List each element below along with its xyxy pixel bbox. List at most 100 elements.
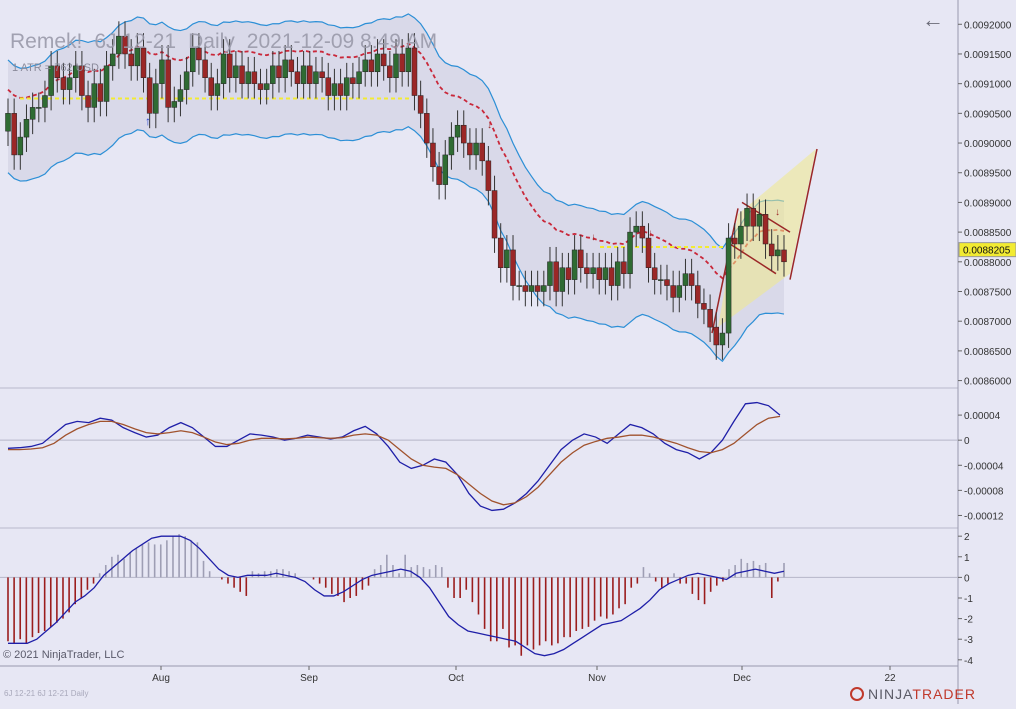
candle-body bbox=[528, 285, 535, 292]
candle-body bbox=[442, 154, 449, 185]
y-tick-label: -0.00012 bbox=[964, 511, 1004, 522]
candle-body bbox=[190, 47, 196, 73]
candle-body bbox=[497, 237, 504, 268]
candle-body bbox=[319, 71, 325, 78]
candle-body bbox=[553, 261, 559, 292]
y-tick-label: 0.0090500 bbox=[964, 109, 1012, 120]
y-tick-label: 0.0090000 bbox=[964, 139, 1012, 150]
down-arrow-marker: ↓ bbox=[487, 120, 492, 131]
x-tick-label: Dec bbox=[733, 673, 751, 684]
candle-body bbox=[356, 71, 362, 84]
candle-body bbox=[146, 77, 153, 114]
candle-body bbox=[276, 65, 282, 78]
candle-body bbox=[29, 107, 36, 120]
y-tick-label: -4 bbox=[964, 656, 973, 667]
candle-body bbox=[393, 53, 399, 78]
candle-body bbox=[313, 71, 319, 84]
candle-body bbox=[380, 53, 387, 67]
candle-body bbox=[116, 35, 122, 55]
candle-body bbox=[688, 273, 695, 286]
candle-body bbox=[362, 59, 368, 73]
candle-body bbox=[128, 53, 134, 67]
candle-body bbox=[762, 214, 769, 245]
chart-title: Remek! 6J 12-21 Daily 2021-12-09 8:49 AM bbox=[10, 30, 449, 54]
candle-body bbox=[109, 53, 116, 67]
period-label: Daily bbox=[188, 30, 235, 53]
candle-body bbox=[534, 285, 541, 292]
candle-body bbox=[263, 83, 270, 90]
copyright-text: © 2021 NinjaTrader, LLC bbox=[3, 649, 125, 661]
candle-body bbox=[17, 136, 24, 156]
candle-body bbox=[300, 65, 307, 84]
candle-body bbox=[282, 59, 288, 78]
candle-body bbox=[85, 95, 91, 108]
candle-body bbox=[103, 65, 110, 102]
candle-body bbox=[220, 53, 227, 84]
instrument-label: 6J 12-21 bbox=[94, 30, 177, 53]
candle-body bbox=[756, 214, 763, 227]
candle-body bbox=[750, 208, 756, 227]
candle-body bbox=[337, 83, 344, 96]
candle-body bbox=[516, 285, 522, 287]
candle-body bbox=[571, 249, 578, 280]
candle-body bbox=[177, 89, 184, 102]
candle-body bbox=[307, 65, 313, 84]
candle-body bbox=[719, 332, 726, 346]
account-label: Remek! bbox=[10, 30, 83, 53]
candle-body bbox=[424, 113, 430, 144]
candle-body bbox=[467, 142, 473, 156]
candle-body bbox=[731, 237, 738, 245]
y-tick-label: 0.0092000 bbox=[964, 20, 1012, 31]
candle-body bbox=[270, 65, 276, 84]
candle-body bbox=[695, 285, 701, 304]
candle-body bbox=[202, 59, 208, 78]
candle-body bbox=[196, 47, 202, 61]
y-tick-label: 0.0091000 bbox=[964, 80, 1012, 91]
candle-body bbox=[288, 59, 295, 73]
candle-body bbox=[91, 83, 97, 108]
candle-body bbox=[559, 267, 566, 292]
candle-body bbox=[251, 71, 258, 84]
last-price-label: 0.0088205 bbox=[963, 246, 1011, 257]
candle-body bbox=[738, 225, 744, 245]
candle-body bbox=[608, 267, 615, 286]
candle-body bbox=[602, 267, 609, 280]
y-tick-label: -0.00008 bbox=[964, 486, 1004, 497]
candle-body bbox=[183, 71, 190, 90]
candle-body bbox=[460, 124, 467, 144]
candle-body bbox=[331, 83, 338, 96]
candle-body bbox=[584, 267, 590, 274]
y-tick-label: -1 bbox=[964, 594, 973, 605]
candle-body bbox=[97, 83, 104, 102]
projection-edge bbox=[789, 148, 818, 280]
candle-body bbox=[60, 77, 67, 90]
y-tick-label: 0.0087500 bbox=[964, 288, 1012, 299]
y-tick-label: 0.0091500 bbox=[964, 50, 1012, 61]
candle-body bbox=[547, 261, 553, 286]
y-tick-label: 0.00004 bbox=[964, 411, 1001, 422]
candle-body bbox=[54, 65, 61, 78]
candle-body bbox=[485, 160, 492, 191]
y-tick-label: -3 bbox=[964, 635, 973, 646]
candle-body bbox=[633, 225, 639, 233]
candle-body bbox=[122, 35, 128, 55]
instrument-tabs[interactable]: 6J 12-21 6J 12-21 Daily bbox=[4, 689, 89, 698]
y-tick-label: 0.0089500 bbox=[964, 169, 1012, 180]
candle-body bbox=[448, 136, 455, 156]
arrow-left-icon[interactable]: ← bbox=[922, 7, 944, 32]
candle-body bbox=[436, 166, 442, 185]
candle-body bbox=[153, 83, 159, 114]
y-tick-label: 0 bbox=[964, 573, 970, 584]
candle-body bbox=[645, 237, 652, 268]
y-tick-label: 0 bbox=[964, 436, 970, 447]
brand-suffix: TRADER bbox=[912, 686, 976, 702]
candle-body bbox=[565, 267, 572, 280]
datetime-label: 2021-12-09 8:49 AM bbox=[246, 30, 438, 53]
brand-mark-icon bbox=[850, 687, 864, 701]
channel-lower bbox=[729, 243, 777, 275]
candle-body bbox=[165, 59, 171, 108]
candle-body bbox=[36, 107, 42, 109]
candle-body bbox=[140, 47, 147, 78]
down-arrow-marker: ↓ bbox=[591, 232, 596, 243]
